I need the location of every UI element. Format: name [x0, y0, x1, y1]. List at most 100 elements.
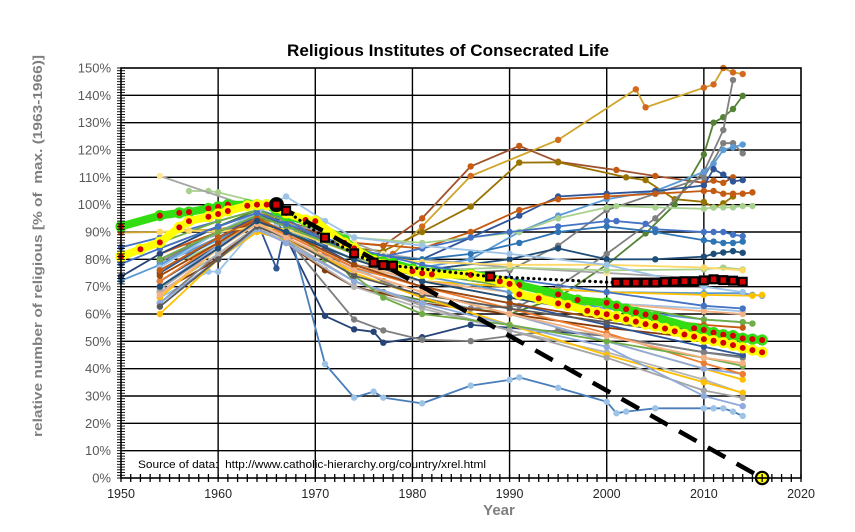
data-point: [739, 402, 746, 410]
y-tick-label: 70%: [85, 279, 111, 294]
data-point: [729, 178, 737, 185]
green-data-point: [623, 306, 630, 313]
data-point: [214, 228, 222, 236]
data-point: [603, 204, 610, 211]
green-data-point: [176, 209, 183, 216]
green-data-point: [205, 205, 212, 212]
data-point: [467, 250, 474, 258]
yellow-data-point: [419, 270, 426, 277]
data-point: [739, 370, 746, 378]
data-point: [418, 223, 426, 230]
data-point: [652, 405, 659, 412]
data-point: [516, 159, 523, 166]
square-marker: [739, 278, 746, 285]
data-point: [700, 174, 708, 181]
data-point: [506, 228, 513, 236]
data-point: [642, 104, 649, 111]
square-marker: [283, 207, 289, 214]
data-point: [710, 405, 717, 412]
data-point: [729, 190, 737, 197]
data-point: [350, 272, 358, 279]
yellow-data-point: [681, 331, 688, 338]
square-marker: [671, 278, 678, 285]
square-marker: [613, 279, 620, 286]
data-point: [700, 187, 708, 195]
y-tick-label: 100%: [78, 197, 112, 212]
yellow-data-point: [613, 313, 620, 320]
yellow-data-point: [506, 280, 513, 287]
data-point: [710, 165, 717, 173]
data-point: [652, 190, 659, 197]
x-tick-label: 1980: [399, 487, 427, 501]
data-point: [467, 256, 474, 263]
green-data-point: [652, 314, 659, 321]
data-point: [214, 268, 222, 275]
y-tick-label: 150%: [78, 61, 112, 76]
square-marker: [487, 273, 493, 280]
data-point: [729, 105, 737, 113]
x-tick-label: 2000: [593, 487, 621, 501]
yellow-data-point: [623, 316, 630, 323]
yellow-data-point: [564, 302, 571, 309]
data-point: [370, 328, 377, 335]
yellow-data-point: [409, 268, 416, 275]
data-point: [652, 256, 659, 263]
green-data-point: [555, 291, 562, 298]
data-point: [710, 250, 717, 258]
data-point: [350, 283, 358, 290]
y-tick-label: 140%: [78, 88, 112, 103]
yellow-data-point: [710, 337, 717, 344]
yellow-data-point: [555, 300, 562, 307]
x-tick-label: 2010: [690, 487, 718, 501]
x-axis-label: Year: [483, 502, 515, 519]
data-point: [418, 228, 426, 236]
data-point: [710, 228, 717, 236]
data-point: [710, 238, 717, 245]
yellow-data-point: [224, 207, 231, 214]
y-tick-label: 0%: [92, 471, 111, 486]
data-point: [603, 256, 610, 263]
data-point: [418, 310, 426, 318]
data-point: [214, 256, 222, 263]
data-point: [729, 239, 737, 247]
data-point: [739, 389, 746, 396]
green-data-point: [691, 325, 698, 332]
data-point: [554, 245, 562, 252]
data-point: [603, 288, 610, 296]
green-data-point: [632, 309, 639, 316]
data-point: [282, 239, 290, 247]
data-point: [350, 326, 358, 333]
green-data-point: [700, 326, 707, 333]
green-data-point: [215, 203, 222, 210]
data-point: [739, 92, 746, 100]
data-point: [554, 136, 562, 144]
green-data-point: [613, 303, 620, 310]
yellow-data-point: [137, 246, 144, 253]
yellow-data-point: [176, 224, 183, 231]
yellow-data-point: [652, 323, 659, 330]
x-tick-label: 1960: [204, 487, 232, 501]
data-point: [739, 176, 746, 184]
data-point: [739, 238, 746, 245]
data-point: [554, 159, 562, 166]
data-point: [418, 242, 426, 249]
data-point: [214, 239, 222, 247]
data-point: [603, 250, 610, 258]
data-point: [739, 190, 746, 197]
green-data-point: [156, 212, 163, 219]
data-point: [350, 234, 358, 241]
data-point: [380, 339, 387, 346]
data-point: [467, 382, 474, 389]
data-point: [350, 316, 358, 323]
trend-start-marker-inner: [273, 201, 280, 208]
data-point: [467, 321, 474, 329]
data-point: [380, 327, 387, 334]
yellow-data-point: [215, 210, 222, 217]
data-point: [613, 202, 620, 210]
data-point: [185, 187, 193, 195]
data-point: [700, 316, 708, 323]
y-axis-label: relative number of religious [% of max. …: [30, 55, 45, 437]
data-point: [729, 144, 737, 151]
data-point: [720, 146, 727, 154]
data-point: [506, 250, 513, 258]
